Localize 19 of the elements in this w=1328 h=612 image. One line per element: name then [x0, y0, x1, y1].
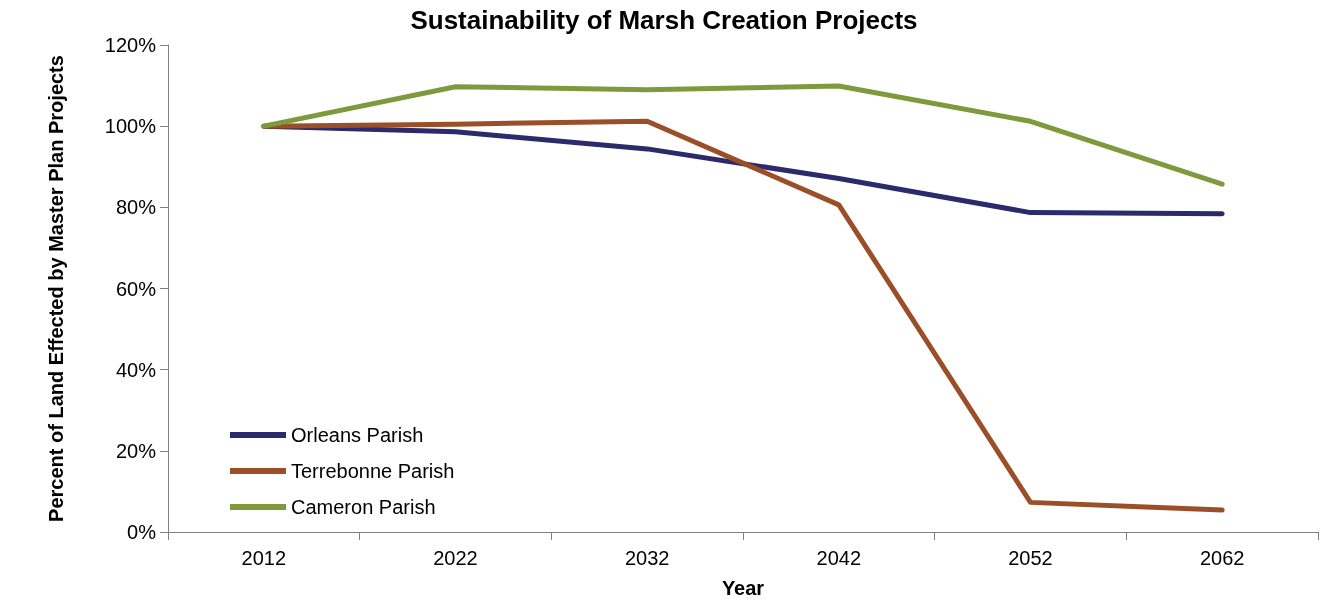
legend-label: Terrebonne Parish: [291, 460, 455, 482]
y-tick-label: 0%: [127, 521, 157, 543]
legend-label: Cameron Parish: [291, 496, 436, 518]
y-tick-label: 100%: [104, 115, 157, 138]
x-tick-label: 2042: [816, 547, 862, 569]
x-tick-label: 2012: [241, 547, 287, 569]
y-axis-title: Percent of Land Effected by Master Plan Projects: [45, 55, 67, 522]
legend-label: Orleans Parish: [291, 424, 424, 446]
x-axis-title: Year: [721, 577, 765, 599]
x-tick-label: 2052: [1008, 547, 1053, 569]
y-tick-label: 80%: [115, 196, 157, 219]
chart-title: Sustainability of Marsh Creation Projects: [410, 5, 918, 35]
y-tick-label: 20%: [115, 439, 157, 462]
x-tick-label: 2062: [1199, 547, 1245, 569]
y-tick-label: 60%: [115, 277, 157, 300]
y-tick-label: 40%: [115, 358, 157, 381]
x-tick-label: 2032: [624, 547, 670, 569]
x-tick-label: 2022: [433, 547, 478, 569]
y-tick-label: 120%: [104, 34, 157, 56]
